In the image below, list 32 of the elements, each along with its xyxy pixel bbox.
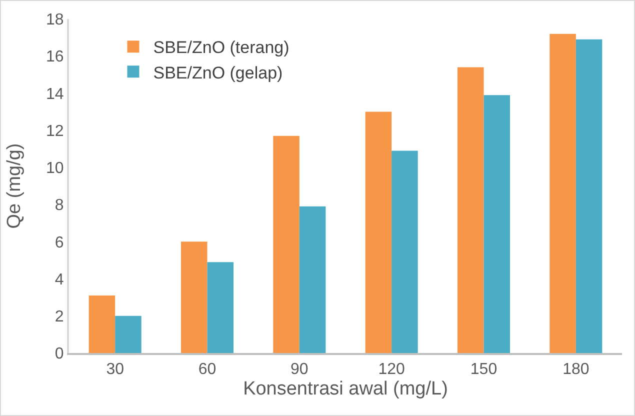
x-tick-label: 180 (562, 361, 590, 378)
bar (88, 295, 116, 353)
x-tick-label: 60 (198, 361, 216, 378)
bar (457, 67, 484, 353)
x-tick-label: 120 (378, 361, 406, 378)
y-tick-label: 8 (54, 197, 64, 214)
bar (180, 242, 208, 353)
x-tick-label: 150 (470, 361, 498, 378)
y-tick-label: 10 (46, 160, 64, 178)
bar (115, 316, 142, 353)
legend-label: SBE/ZnO (terang) (153, 38, 290, 58)
y-tick-label: 2 (54, 308, 64, 326)
legend-label: SBE/ZnO (gelap) (153, 63, 283, 82)
y-tick-label: 6 (54, 234, 64, 252)
x-tick-label: 30 (106, 361, 124, 378)
bar (207, 262, 234, 353)
bar (550, 34, 576, 353)
bar (299, 206, 326, 353)
y-tick-label: 4 (54, 271, 64, 288)
x-tick-label: 90 (290, 361, 308, 378)
x-axis-title: Konsentrasi awal (mg/L) (243, 378, 448, 400)
bar (484, 95, 510, 353)
y-tick-label: 18 (46, 12, 64, 29)
y-tick-label: 14 (46, 86, 64, 103)
y-axis-title: Qe (mg/g) (4, 143, 25, 229)
y-tick-label: 12 (46, 122, 64, 140)
bar (365, 112, 392, 353)
y-tick-label: 16 (46, 48, 64, 66)
bar (392, 150, 418, 353)
bar (273, 136, 300, 353)
bar (576, 39, 602, 353)
y-tick-label: 0 (54, 346, 64, 363)
